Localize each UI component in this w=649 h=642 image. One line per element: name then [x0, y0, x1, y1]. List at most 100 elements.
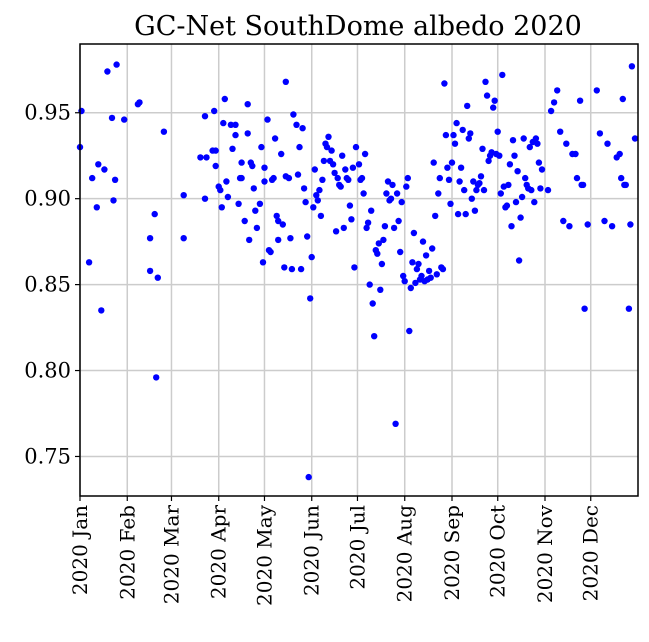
data-point [604, 140, 611, 147]
y-tick-label: 0.95 [24, 101, 71, 125]
data-point [311, 166, 318, 173]
data-point [535, 159, 543, 166]
data-point [563, 140, 570, 147]
data-point [238, 174, 245, 182]
data-point [275, 236, 282, 244]
data-point [355, 161, 363, 168]
data-point [517, 214, 524, 221]
data-point [340, 224, 347, 232]
data-point [332, 228, 340, 235]
data-point [412, 279, 419, 287]
data-point [307, 295, 314, 302]
data-point [304, 233, 311, 240]
data-point [121, 116, 128, 123]
data-point [271, 135, 279, 142]
data-point [337, 183, 344, 190]
data-point [364, 219, 372, 226]
data-point [442, 131, 450, 139]
data-point [98, 307, 105, 314]
data-point [480, 186, 488, 194]
data-point [310, 204, 317, 211]
data-point [462, 210, 469, 218]
data-point [273, 212, 280, 220]
data-point [352, 143, 360, 151]
data-point [342, 166, 349, 173]
data-point [95, 161, 102, 168]
data-point [279, 221, 286, 228]
data-point [366, 281, 373, 288]
data-point [313, 192, 320, 199]
data-point [465, 135, 472, 142]
x-tick-label: 2020 Mar [159, 505, 183, 605]
data-point [285, 174, 293, 182]
data-point [522, 174, 529, 182]
data-point [453, 119, 460, 127]
data-point [473, 186, 480, 194]
data-point [477, 173, 485, 180]
data-point [532, 135, 540, 142]
data-point [278, 150, 285, 158]
data-point [508, 223, 515, 230]
data-point [151, 210, 158, 218]
data-point [397, 248, 404, 256]
y-tick-label: 0.75 [24, 444, 71, 468]
data-point [108, 114, 116, 122]
data-point [482, 78, 489, 86]
data-point [136, 99, 143, 106]
data-point [221, 95, 228, 103]
grid-lines [79, 44, 638, 496]
data-point [468, 195, 475, 202]
data-point [85, 259, 93, 266]
data-point [201, 113, 209, 120]
data-point [374, 250, 381, 257]
y-axis: 0.75 0.80 0.85 0.90 0.95 [24, 101, 80, 468]
data-point [180, 235, 187, 242]
data-points [76, 61, 639, 481]
data-point [560, 217, 567, 225]
data-point [101, 166, 108, 173]
data-point [252, 207, 259, 214]
data-point [212, 147, 219, 154]
data-point [608, 223, 616, 230]
data-point [308, 253, 315, 261]
data-point [401, 278, 408, 285]
data-point [422, 252, 430, 259]
x-tick-label: 2020 Aug [393, 505, 417, 603]
data-point [241, 217, 248, 225]
data-point [514, 168, 521, 175]
x-tick-label: 2020 Jul [345, 505, 369, 590]
data-point [345, 176, 352, 183]
data-point [244, 130, 251, 137]
data-point [287, 235, 294, 242]
data-point [566, 223, 573, 230]
data-point [429, 245, 436, 252]
data-point [153, 374, 160, 381]
data-point [264, 116, 271, 123]
data-point [253, 224, 261, 232]
data-point [554, 87, 561, 94]
data-point [439, 265, 447, 273]
data-point [457, 164, 465, 171]
data-point [418, 272, 425, 280]
data-point [290, 111, 297, 118]
data-point [450, 131, 457, 139]
data-point [296, 143, 303, 151]
data-point [232, 121, 239, 128]
data-point [518, 193, 526, 201]
data-point [573, 174, 581, 182]
data-point [217, 186, 224, 194]
data-point [250, 185, 257, 192]
data-point [113, 61, 120, 68]
data-point [490, 104, 497, 111]
data-point [557, 128, 564, 135]
data-point [494, 128, 501, 135]
data-point [377, 286, 384, 293]
data-point [409, 259, 416, 266]
data-point [576, 97, 584, 104]
data-point [110, 197, 117, 204]
data-point [622, 181, 629, 189]
data-point [419, 238, 427, 245]
data-point [479, 145, 486, 152]
data-point [383, 190, 390, 197]
data-point [297, 265, 305, 273]
